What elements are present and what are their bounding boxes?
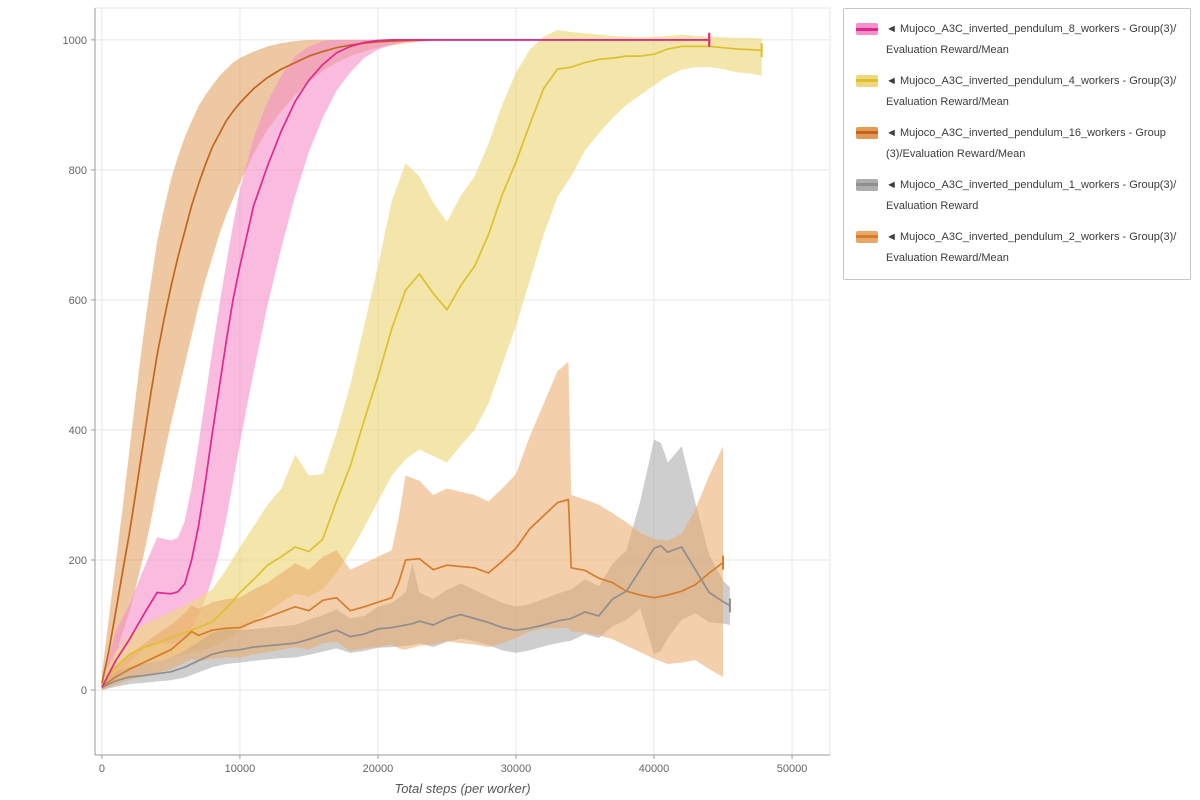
legend-swatch-1-workers — [856, 178, 878, 191]
series-4-workers-line — [101, 45, 762, 686]
legend-swatch-2-workers — [856, 230, 878, 243]
legend-item-2-workers[interactable]: ◄ Mujoco_A3C_inverted_pendulum_2_workers… — [856, 227, 1178, 270]
x-axis-title: Total steps (per worker) — [394, 781, 531, 796]
legend-swatch-line-2-workers — [856, 235, 878, 238]
series-8-workers-line — [101, 39, 710, 688]
y-tick-label: 600 — [69, 295, 87, 307]
x-tick-label: 0 — [99, 763, 105, 775]
y-tick-label: 400 — [69, 425, 87, 437]
series-4-workers-band — [101, 30, 762, 690]
legend-swatch-16-workers — [856, 126, 878, 139]
x-tick-label: 20000 — [363, 763, 394, 775]
legend-swatch-4-workers — [856, 74, 878, 87]
series-1-workers-line — [101, 544, 731, 689]
series-2-workers-band — [101, 361, 724, 690]
legend-item-16-workers[interactable]: ◄ Mujoco_A3C_inverted_pendulum_16_worker… — [856, 123, 1178, 166]
legend-label-4-workers: ◄ Mujoco_A3C_inverted_pendulum_4_workers… — [886, 74, 1177, 109]
legend-item-4-workers[interactable]: ◄ Mujoco_A3C_inverted_pendulum_4_workers… — [856, 71, 1178, 114]
series-8-workers-band — [101, 39, 710, 690]
y-tick-label: 200 — [69, 555, 87, 567]
legend-item-8-workers[interactable]: ◄ Mujoco_A3C_inverted_pendulum_8_workers… — [856, 19, 1178, 62]
y-tick-label: 800 — [69, 165, 87, 177]
legend-item-1-workers[interactable]: ◄ Mujoco_A3C_inverted_pendulum_1_workers… — [856, 175, 1178, 218]
legend-label-16-workers: ◄ Mujoco_A3C_inverted_pendulum_16_worker… — [886, 126, 1166, 161]
x-tick-label: 30000 — [501, 763, 532, 775]
legend-swatch-line-1-workers — [856, 183, 878, 187]
y-tick-label: 0 — [81, 685, 87, 697]
legend-label-2-workers: ◄ Mujoco_A3C_inverted_pendulum_2_workers… — [886, 230, 1177, 264]
x-tick-label: 50000 — [777, 763, 808, 775]
legend-label-8-workers: ◄ Mujoco_A3C_inverted_pendulum_8_workers… — [886, 23, 1177, 57]
legend-swatch-line-16-workers — [856, 131, 878, 135]
y-tick-label: 1000 — [63, 35, 87, 47]
legend-swatch-8-workers — [856, 23, 878, 35]
axes: 0 10000 20000 30000 40000 50000 0 200 400 600 800 1… — [63, 8, 830, 775]
x-tick-label: 10000 — [225, 763, 256, 775]
legend: ◄ Mujoco_A3C_inverted_pendulum_8_workers… — [843, 8, 1191, 281]
series-2-workers-line — [101, 498, 724, 688]
legend-swatch-line-4-workers — [856, 79, 878, 83]
legend-label-1-workers: ◄ Mujoco_A3C_inverted_pendulum_1_workers… — [886, 178, 1177, 213]
x-tick-label: 40000 — [639, 763, 670, 775]
legend-swatch-line-8-workers — [856, 27, 878, 31]
